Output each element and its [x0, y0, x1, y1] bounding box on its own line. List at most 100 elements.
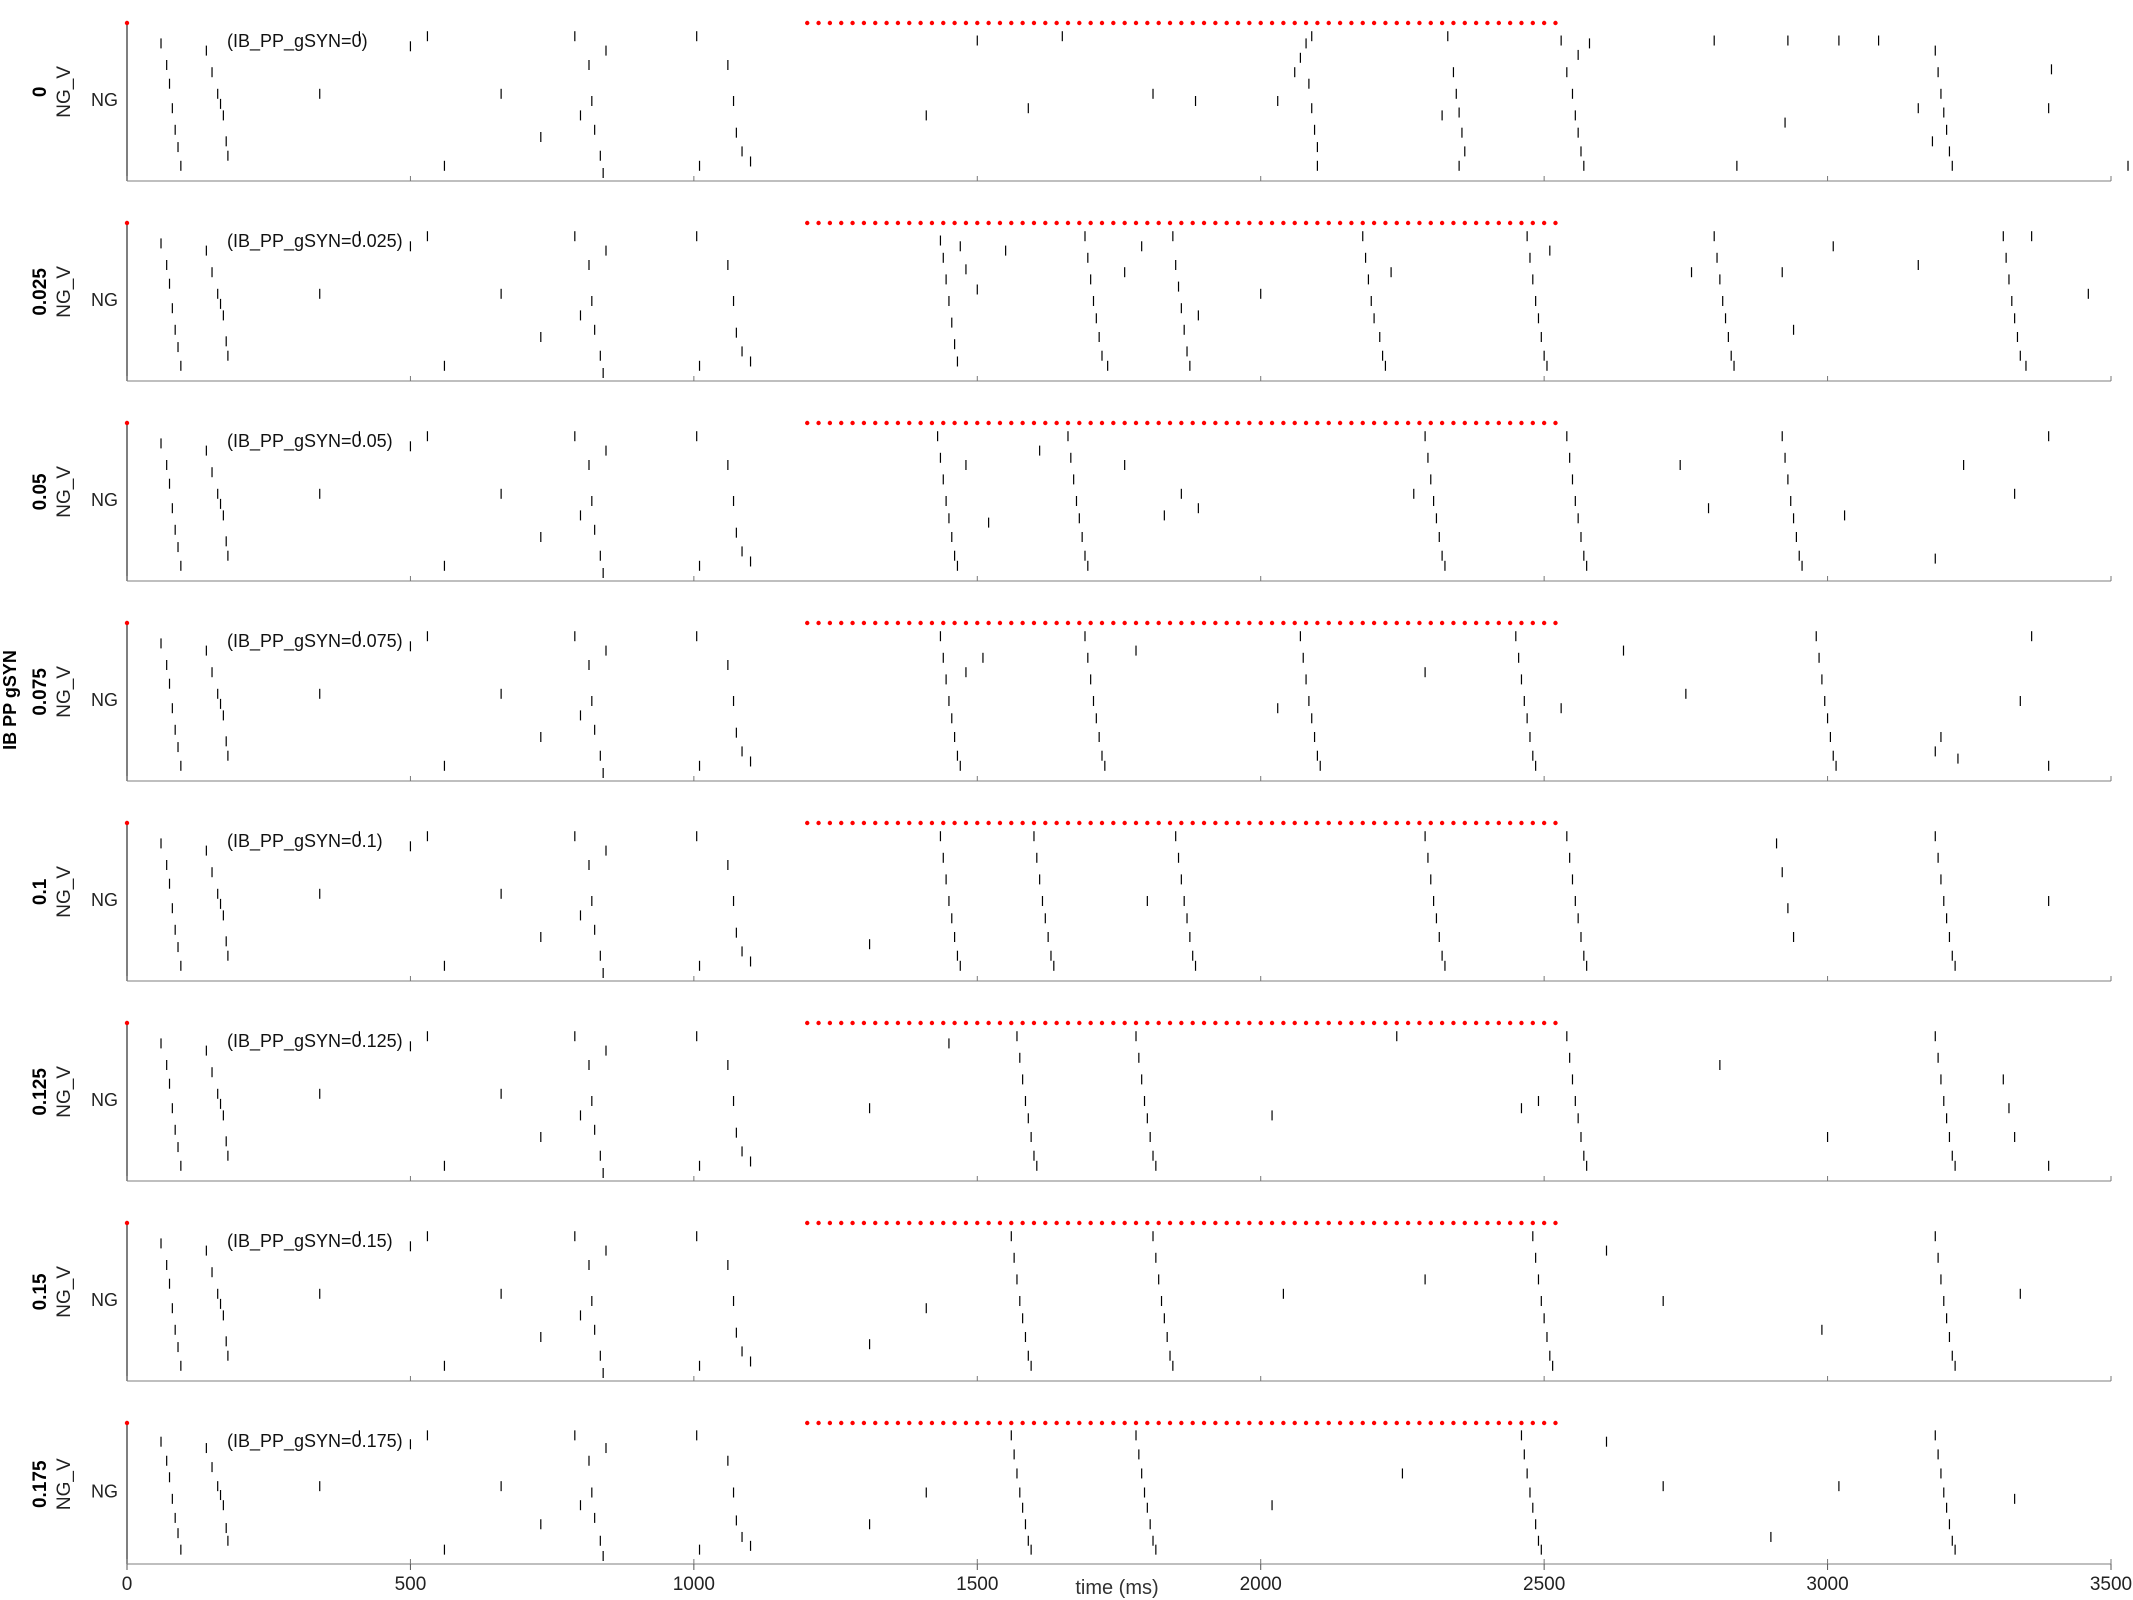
stimulus-dot — [1405, 1020, 1411, 1026]
stimulus-dot — [124, 620, 130, 626]
stimulus-dot — [1496, 820, 1501, 826]
stimulus-dot — [929, 1020, 935, 1026]
stimulus-dot — [1077, 420, 1082, 426]
stimulus-dot — [1337, 1220, 1343, 1226]
stimulus-dot — [1179, 20, 1184, 26]
y-tick-label: NG — [91, 690, 118, 710]
stimulus-dot — [1473, 820, 1479, 826]
row-label: 0.1 — [30, 878, 51, 905]
stimulus-dot — [1439, 1020, 1445, 1026]
stimulus-dot — [1507, 1020, 1513, 1026]
stimulus-dot — [861, 820, 867, 826]
stimulus-dot — [1167, 1420, 1173, 1426]
stimulus-dot — [929, 220, 935, 226]
stimulus-dot — [1145, 420, 1150, 426]
stimulus-dot — [1043, 420, 1048, 426]
stimulus-dot — [1088, 1020, 1093, 1026]
stimulus-dot — [124, 1020, 130, 1026]
stimulus-dot — [1281, 1420, 1286, 1426]
stimulus-dot — [907, 420, 912, 426]
stimulus-dot — [1009, 20, 1014, 26]
stimulus-dot — [861, 20, 867, 26]
panel-ylabel: NG_V — [54, 666, 75, 718]
stimulus-dot — [1111, 220, 1116, 226]
stimulus-dot — [1485, 20, 1490, 26]
stimulus-dot — [839, 420, 844, 426]
stimulus-dot — [1405, 420, 1411, 426]
stimulus-dot — [1360, 420, 1365, 426]
stimulus-dot — [1213, 820, 1218, 826]
stimulus-dot — [1496, 420, 1501, 426]
stimulus-dot — [1258, 1020, 1263, 1026]
stimulus-dot — [816, 420, 821, 426]
stimulus-dot — [1326, 1420, 1331, 1426]
stimulus-dot — [1043, 820, 1048, 826]
stimulus-dot — [1190, 1420, 1195, 1426]
panel-annotation: (IB_PP_gSYN=0.175) — [227, 1431, 403, 1452]
stimulus-dot — [1360, 220, 1365, 226]
stimulus-dot — [1315, 420, 1320, 426]
stimulus-dot — [1077, 1420, 1082, 1426]
stimulus-dot — [1496, 20, 1501, 26]
stimulus-dot — [1043, 1220, 1048, 1226]
stimulus-dot — [1439, 1420, 1445, 1426]
stimulus-dot — [1530, 420, 1536, 426]
stimulus-dot — [1530, 1220, 1536, 1226]
stimulus-dot — [1122, 20, 1127, 26]
stimulus-dot — [861, 1220, 867, 1226]
stimulus-dot — [1179, 220, 1184, 226]
stimulus-dot — [1065, 820, 1071, 826]
stimulus-dot — [861, 420, 867, 426]
stimulus-dot — [884, 1420, 889, 1426]
stimulus-dot — [1405, 820, 1411, 826]
stimulus-dot — [952, 220, 957, 226]
stimulus-dot — [861, 220, 867, 226]
stimulus-dot — [1326, 1220, 1331, 1226]
stimulus-dot — [1224, 20, 1229, 26]
x-tick-label: 500 — [395, 1574, 427, 1595]
stimulus-dot — [1190, 420, 1195, 426]
stimulus-dot — [861, 1420, 867, 1426]
stimulus-dot — [1020, 1220, 1025, 1226]
stimulus-dot — [884, 620, 889, 626]
y-tick-label: NG — [91, 290, 118, 310]
panel-7: 0.175 NG_V NG (IB_PP_gSYN=0.175) — [30, 1420, 2112, 1565]
stimulus-dot — [1088, 20, 1093, 26]
panel-ylabel: NG_V — [54, 466, 75, 518]
stimulus-dot — [1519, 20, 1524, 26]
stimulus-dot — [873, 20, 878, 26]
stimulus-dot — [873, 1020, 878, 1026]
stimulus-dot — [1281, 1220, 1286, 1226]
x-tick-label: 3000 — [1806, 1574, 1848, 1595]
stimulus-dot — [1451, 1220, 1456, 1226]
stimulus-dot — [1009, 220, 1014, 226]
stimulus-dot — [1213, 1020, 1218, 1026]
stimulus-dot — [907, 1020, 912, 1026]
stimulus-dot — [1065, 1020, 1071, 1026]
stimulus-dot — [1235, 1420, 1241, 1426]
stimulus-dot — [1043, 1020, 1048, 1026]
stimulus-dot — [1054, 220, 1059, 226]
stimulus-dot — [1337, 220, 1343, 226]
stimulus-dot — [975, 1420, 980, 1426]
stimulus-dot — [1315, 820, 1320, 826]
stimulus-dot — [1088, 1220, 1093, 1226]
stimulus-dot — [1541, 1020, 1547, 1026]
stimulus-dot — [1462, 620, 1467, 626]
stimulus-dot — [1292, 220, 1297, 226]
stimulus-dot — [1077, 20, 1082, 26]
stimulus-dot — [873, 220, 878, 226]
stimulus-dot — [1439, 20, 1445, 26]
stimulus-dot — [1224, 1420, 1229, 1426]
stimulus-dot — [975, 820, 980, 826]
stimulus-dot — [1235, 420, 1241, 426]
stimulus-dot — [839, 620, 844, 626]
stimulus-dot — [975, 420, 980, 426]
stimulus-dot — [805, 220, 810, 226]
stimulus-dot — [1553, 620, 1558, 626]
stimulus-dot — [1167, 220, 1173, 226]
stimulus-dot — [1326, 620, 1331, 626]
stimulus-dot — [941, 820, 946, 826]
stimulus-dot — [1451, 1420, 1456, 1426]
